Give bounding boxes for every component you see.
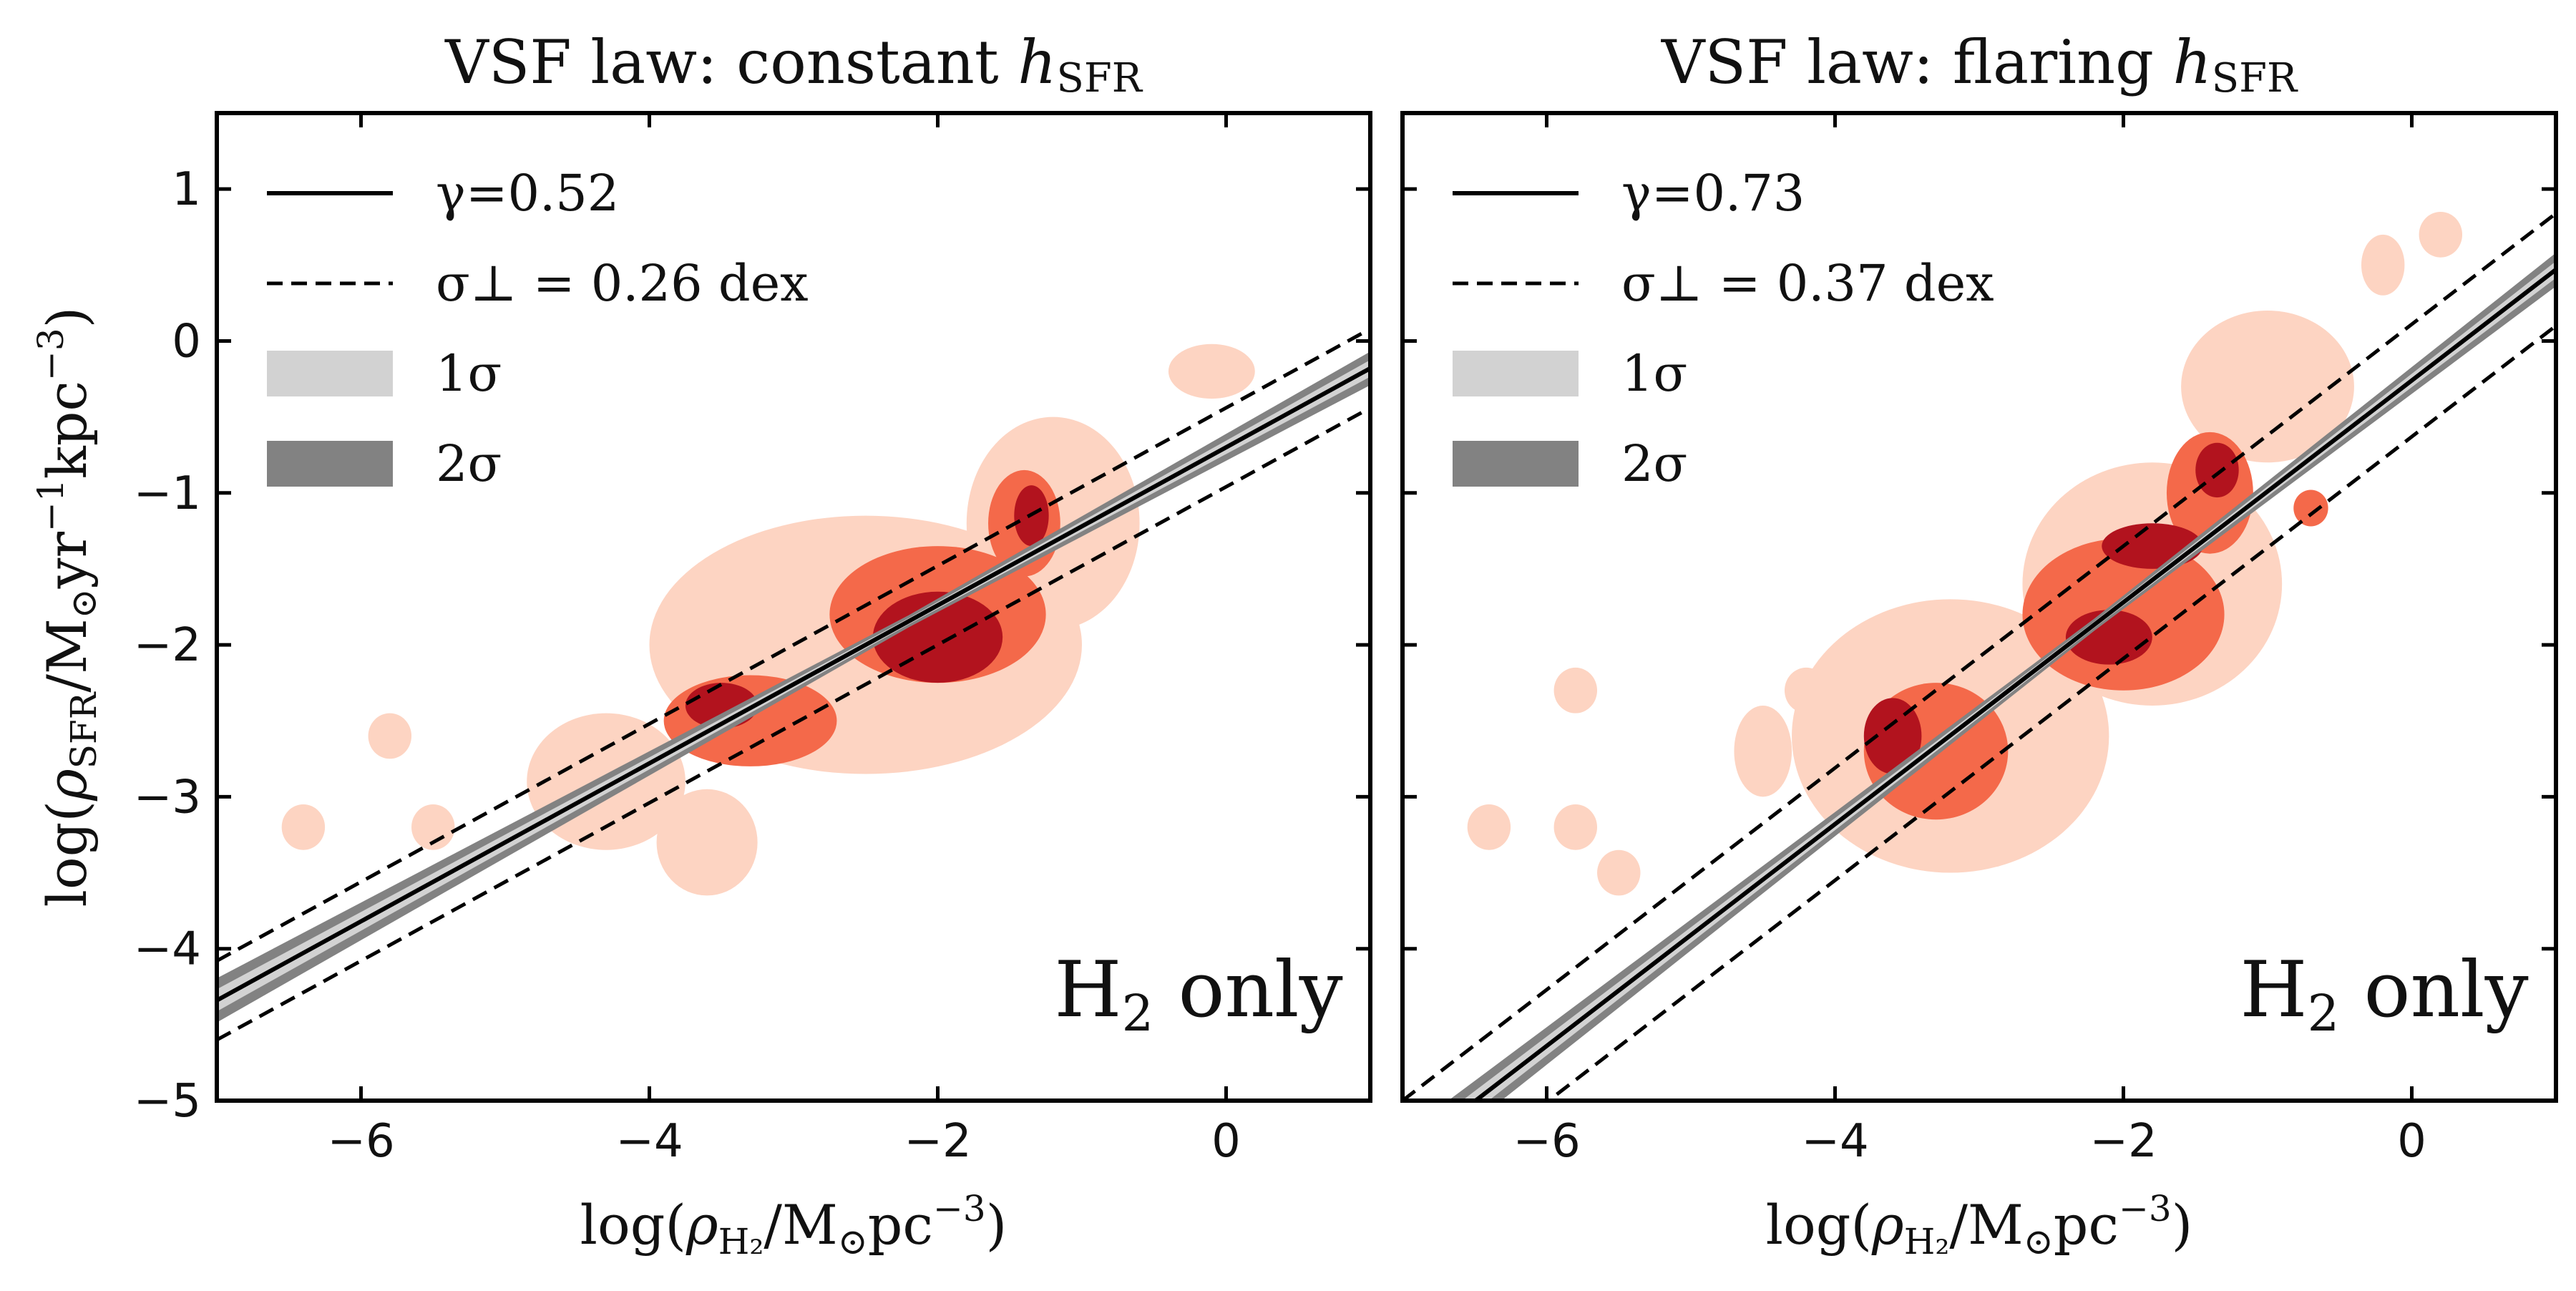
density-contour-level0 <box>281 804 326 850</box>
fit-line <box>1472 268 2556 1101</box>
legend-entry-band1: 1σ <box>1453 344 1687 403</box>
density-contour-level2 <box>2195 442 2239 498</box>
x-tick-label: −6 <box>1513 1115 1580 1168</box>
y-tick-label: −4 <box>134 923 201 976</box>
density-contour-level1 <box>2293 489 2328 527</box>
x-tick-label: −6 <box>327 1115 394 1168</box>
annotation-h2-only: H2 only <box>1054 945 1342 1043</box>
y-axis-label: log(ρSFR/M⊙yr−1kpc−3) <box>30 307 104 907</box>
panel-title: VSF law: flaring hSFR <box>1661 27 2298 102</box>
density-contour-level1 <box>663 675 837 766</box>
x-axis-label: log(ρH₂/M⊙pc−3) <box>580 1188 1008 1262</box>
legend-label: 2σ <box>1621 434 1687 493</box>
density-contour-level0 <box>1467 804 1511 850</box>
legend-entry-band2: 2σ <box>267 434 502 493</box>
panel-1: −6 −4 −2 0 −5 −4 −3 −2 −1 0 1 VSF law: constant hSF… <box>30 27 1372 1262</box>
legend-entry-band1: 1σ <box>267 344 502 403</box>
legend-label: 2σ <box>436 434 502 493</box>
density-contour-level0 <box>2181 311 2354 463</box>
y-tick-label: −5 <box>134 1075 201 1128</box>
y-tick-label: −2 <box>134 619 201 672</box>
x-axis-label: log(ρH₂/M⊙pc−3) <box>1766 1188 2193 1262</box>
y-tick-label: −1 <box>134 467 201 520</box>
density-contour-level0 <box>1553 667 1598 713</box>
x-tick-label: 0 <box>1211 1115 1241 1168</box>
density-contour-level0 <box>2361 234 2405 296</box>
density-contour-level0 <box>1784 667 1828 713</box>
x-tick-label: −2 <box>904 1115 971 1168</box>
y-tick-label: −3 <box>134 771 201 824</box>
legend-label: γ=0.73 <box>1621 164 1805 223</box>
density-contour-level2 <box>872 591 1003 683</box>
panel-title: VSF law: constant hSFR <box>444 27 1143 102</box>
legend-swatch-band1 <box>267 351 393 396</box>
density-contour-level0 <box>2419 212 2463 258</box>
legend-label: σ⊥ = 0.37 dex <box>1621 254 1994 313</box>
axes-frame <box>215 111 1372 1103</box>
legend-label: 1σ <box>1621 344 1687 403</box>
legend-entry-band2: 2σ <box>1453 434 1687 493</box>
annotation-h2-only: H2 only <box>2240 945 2528 1043</box>
x-tick-label: −4 <box>1801 1115 1868 1168</box>
x-tick-label: −4 <box>615 1115 683 1168</box>
x-tick-label: 0 <box>2397 1115 2426 1168</box>
scatter-line-upper <box>217 327 1370 963</box>
axes-frame <box>1400 111 2558 1103</box>
density-contour-level0 <box>1168 344 1255 399</box>
legend-label: 1σ <box>436 344 502 403</box>
density-contour-level0 <box>1553 804 1598 850</box>
density-contour-level0 <box>1597 849 1641 896</box>
plot-area <box>1402 212 2556 1101</box>
scatter-line-lower <box>217 406 1370 1042</box>
legend-swatch-band2 <box>267 441 393 487</box>
x-tick-label: −2 <box>2089 1115 2157 1168</box>
density-contour-level0 <box>411 804 455 850</box>
density-contour-level2 <box>1863 698 1922 774</box>
plot-area <box>217 327 1370 1042</box>
legend-label: σ⊥ = 0.26 dex <box>436 254 809 313</box>
density-contour-level0 <box>368 713 412 759</box>
legend-entry-solid: γ=0.73 <box>1453 164 1805 223</box>
density-contour-level0 <box>1734 705 1792 797</box>
fit-line <box>217 366 1370 1003</box>
legend-swatch-band2 <box>1453 441 1579 487</box>
legend-label: γ=0.52 <box>436 164 619 223</box>
y-tick-label: 1 <box>172 163 201 216</box>
density-contour-level2 <box>2065 610 2152 665</box>
panel-2: −6 −4 −2 0 VSF law: flaring hSFR log(ρH₂/M⊙pc… <box>1400 27 2558 1262</box>
legend-entry-dashed: σ⊥ = 0.26 dex <box>267 254 809 313</box>
density-contour-level0 <box>656 789 758 896</box>
legend-entry-dashed: σ⊥ = 0.37 dex <box>1453 254 1994 313</box>
legend-entry-solid: γ=0.52 <box>267 164 619 223</box>
legend-swatch-band1 <box>1453 351 1579 396</box>
y-tick-label: 0 <box>172 315 201 368</box>
